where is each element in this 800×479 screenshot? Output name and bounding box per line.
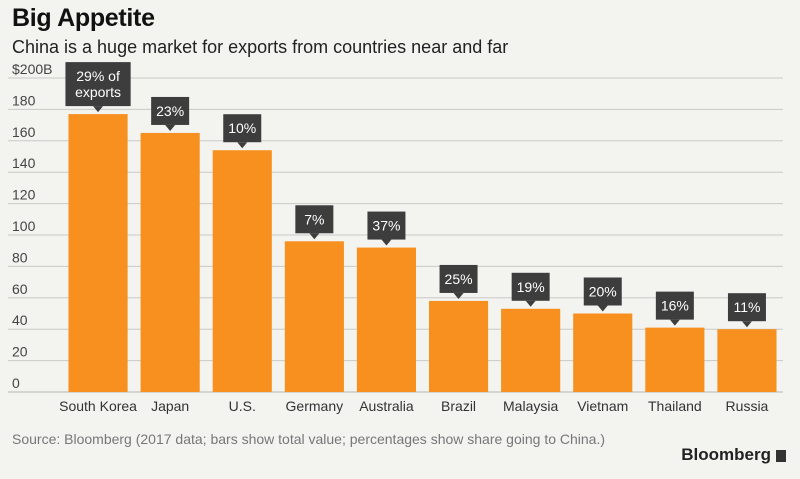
callout-box <box>65 62 131 107</box>
x-tick-label: Thailand <box>648 398 702 414</box>
data-label: 37% <box>372 218 400 234</box>
bar <box>573 313 633 392</box>
data-label: exports <box>75 84 121 100</box>
callout-box <box>367 211 406 240</box>
callout-pointer <box>453 292 464 299</box>
callout-pointer <box>669 319 680 326</box>
source-note: Source: Bloomberg (2017 data; bars show … <box>12 431 606 447</box>
data-label: 16% <box>661 298 689 314</box>
y-tick-label: 160 <box>12 124 36 140</box>
data-label: 7% <box>304 211 324 227</box>
callout-pointer <box>525 300 536 307</box>
bar <box>284 241 344 392</box>
y-tick-label: 40 <box>12 312 28 328</box>
bar <box>645 327 705 392</box>
callout-pointer <box>597 305 608 312</box>
x-tick-label: U.S. <box>229 398 256 414</box>
y-tick-label: 0 <box>12 375 20 391</box>
bar <box>68 114 128 393</box>
callout-pointer <box>741 321 752 328</box>
x-tick-label: Malaysia <box>503 398 558 414</box>
callout-box <box>223 114 262 143</box>
bar <box>140 132 200 392</box>
callout-pointer <box>93 106 104 113</box>
callout-box <box>655 291 694 320</box>
x-tick-label: Germany <box>286 398 344 414</box>
data-label: 23% <box>156 103 184 119</box>
callout-box <box>439 264 478 293</box>
bar <box>356 247 417 392</box>
callout-box <box>295 205 334 234</box>
callout-box <box>583 277 622 306</box>
callout-box <box>511 272 550 301</box>
callout-pointer <box>237 142 248 149</box>
x-tick-label: Japan <box>151 398 189 414</box>
y-tick-label: 180 <box>12 92 36 108</box>
data-label: 11% <box>733 299 760 315</box>
data-label: 10% <box>228 120 256 136</box>
chart-title: Big Appetite <box>12 4 155 32</box>
bar <box>212 150 272 392</box>
callout-box <box>151 96 190 125</box>
y-tick-label: 140 <box>12 155 36 171</box>
callout-pointer <box>309 233 320 240</box>
callout-box <box>727 293 766 322</box>
bar <box>428 300 489 392</box>
data-label: 20% <box>589 284 617 300</box>
callout-pointer <box>381 239 392 246</box>
y-tick-label: 80 <box>12 249 28 265</box>
bar <box>501 308 561 392</box>
chart-subtitle: China is a huge market for exports from … <box>12 37 509 57</box>
y-tick-label: 120 <box>12 187 36 203</box>
y-tick-label: 60 <box>12 281 28 297</box>
data-label: 19% <box>517 279 545 295</box>
y-tick-label: $200B <box>12 61 52 77</box>
bloomberg-terminal-icon <box>776 450 786 462</box>
x-tick-label: Australia <box>359 398 414 414</box>
data-label: 25% <box>445 271 473 287</box>
y-tick-label: 100 <box>12 218 36 234</box>
y-tick-label: 20 <box>12 344 28 360</box>
x-tick-label: South Korea <box>59 398 137 414</box>
brand-name: Bloomberg <box>681 445 771 464</box>
bar <box>717 329 777 392</box>
x-tick-label: Brazil <box>441 398 476 414</box>
x-tick-label: Russia <box>726 398 769 414</box>
brand-logo: Bloomberg <box>681 445 786 465</box>
callout-pointer <box>165 124 176 131</box>
data-label: 29% of <box>76 68 120 84</box>
x-tick-label: Vietnam <box>577 398 628 414</box>
